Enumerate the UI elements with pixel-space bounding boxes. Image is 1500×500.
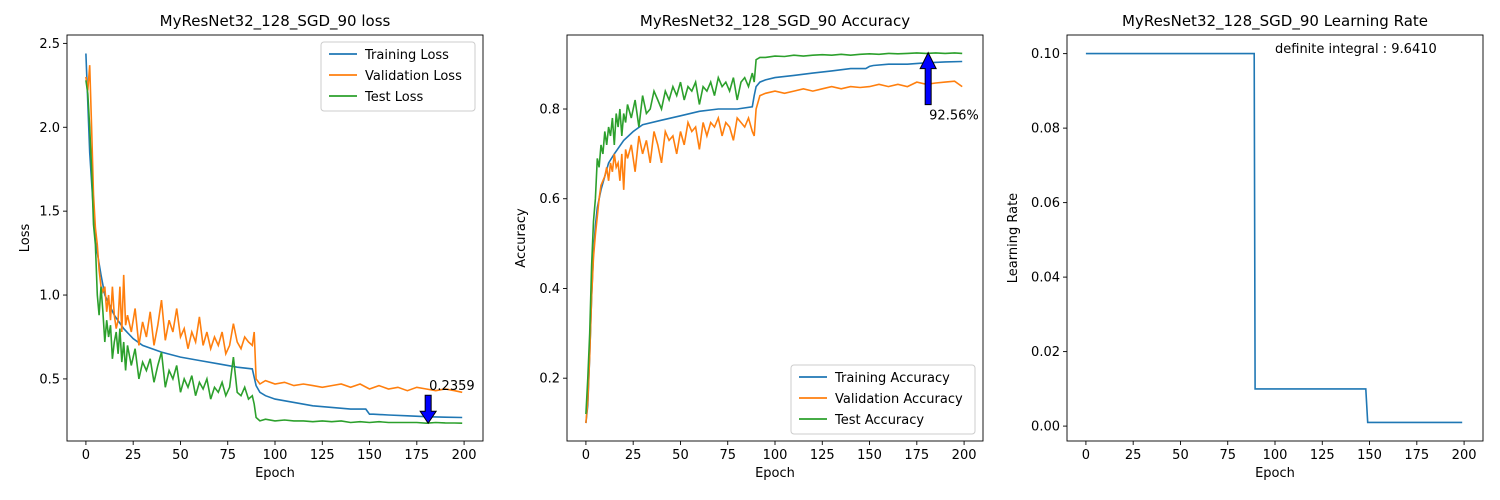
legend-label-training-accuracy: Training Accuracy [834, 371, 950, 386]
y-tick-label: 0.10 [1031, 47, 1060, 62]
x-tick-label: 0 [1082, 448, 1090, 463]
y-tick-label: 1.0 [39, 289, 60, 304]
x-tick-label: 200 [952, 448, 977, 463]
y-tick-label: 0.6 [539, 192, 560, 207]
annotation-text: 92.56% [929, 109, 979, 124]
chart-title: MyResNet32_128_SGD_90 Learning Rate [1122, 12, 1428, 31]
x-tick-label: 0 [582, 448, 590, 463]
annotation-arrow-shape [919, 51, 937, 106]
y-tick-label: 0.04 [1031, 271, 1060, 286]
y-axis-label: Learning Rate [1006, 193, 1021, 283]
x-axis-label: Epoch [755, 466, 795, 481]
y-tick-label: 0.02 [1031, 345, 1060, 360]
y-tick-label: 0.06 [1031, 196, 1060, 211]
x-tick-label: 150 [1357, 448, 1382, 463]
x-tick-label: 25 [1125, 448, 1142, 463]
x-tick-label: 100 [1263, 448, 1288, 463]
x-tick-label: 125 [310, 448, 335, 463]
accuracy-chart: 0 25 50 75 100 125 150 175 200 0.2 0.4 0.6 0.8 MyResN… [514, 12, 984, 481]
x-tick-label: 200 [1452, 448, 1477, 463]
series-line-test-loss [85, 80, 463, 425]
x-tick-label: 100 [263, 448, 288, 463]
chart-title: MyResNet32_128_SGD_90 Accuracy [640, 12, 910, 31]
legend-label-training-loss: Training Loss [364, 48, 449, 63]
series-line-series-0 [1085, 52, 1463, 424]
series-line-validation-accuracy [585, 80, 963, 424]
x-tick-label: 175 [404, 448, 429, 463]
annotation-arrow-shape [419, 394, 438, 425]
x-tick-label: 125 [810, 448, 835, 463]
y-axis-label: Loss [18, 224, 33, 253]
series-group [1085, 52, 1463, 424]
x-tick-label: 175 [1404, 448, 1429, 463]
x-tick-label: 25 [125, 448, 142, 463]
x-tick-label: 50 [672, 448, 689, 463]
x-axis-label: Epoch [1255, 466, 1295, 481]
x-axis-label: Epoch [255, 466, 295, 481]
y-axis-label: Accuracy [514, 208, 529, 268]
x-tick-label: 200 [452, 448, 477, 463]
y-tick-label: 0.5 [39, 372, 60, 387]
y-tick-label: 0.8 [539, 103, 560, 118]
x-tick-label: 175 [904, 448, 929, 463]
series-line-test-accuracy [585, 52, 963, 415]
x-tick-label: 50 [172, 448, 189, 463]
y-tick-label: 0.08 [1031, 122, 1060, 137]
series-group [85, 53, 463, 425]
y-tick-label: 0.2 [539, 372, 560, 387]
x-tick-label: 75 [719, 448, 736, 463]
y-tick-label: 2.5 [39, 37, 60, 52]
definite-integral-label: definite integral : 9.6410 [1275, 42, 1437, 57]
annotation-arrow: 92.56% [919, 51, 979, 124]
x-tick-label: 75 [1219, 448, 1236, 463]
legend-label-test-loss: Test Loss [364, 90, 423, 105]
annotation-arrow: 0.2359 [419, 379, 475, 425]
x-tick-label: 150 [357, 448, 382, 463]
x-tick-label: 0 [82, 448, 90, 463]
x-tick-label: 25 [625, 448, 642, 463]
legend-label-validation-loss: Validation Loss [365, 69, 462, 84]
x-tick-label: 125 [1310, 448, 1335, 463]
plot-frame [1066, 34, 1484, 442]
loss-chart: 0 25 50 75 100 125 150 175 200 0.5 1.0 1.5 2.0 2.5 MyR… [18, 12, 484, 481]
series-line-validation-loss [85, 65, 463, 394]
y-tick-label: 0.4 [539, 282, 560, 297]
x-tick-label: 50 [1172, 448, 1189, 463]
x-tick-label: 100 [763, 448, 788, 463]
chart-title: MyResNet32_128_SGD_90 loss [160, 12, 391, 31]
series-line-training-accuracy [585, 60, 963, 424]
y-tick-label: 0.00 [1031, 420, 1060, 435]
annotation-text: 0.2359 [429, 379, 475, 394]
legend-label-test-accuracy: Test Accuracy [834, 413, 924, 428]
y-tick-label: 2.0 [39, 121, 60, 136]
learning-rate-chart: 0 25 50 75 100 125 150 175 200 0.00 0.02 0.04 0.06 0.… [1006, 12, 1484, 481]
x-tick-label: 150 [857, 448, 882, 463]
legend: Training Loss Validation Loss Test Loss [320, 41, 476, 112]
legend-label-validation-accuracy: Validation Accuracy [835, 392, 963, 407]
legend: Training Accuracy Validation Accuracy Test… [790, 364, 976, 435]
y-tick-label: 1.5 [39, 205, 60, 220]
legend-box [790, 364, 976, 435]
x-tick-label: 75 [219, 448, 236, 463]
legend-box [320, 41, 476, 112]
series-group [585, 52, 963, 424]
